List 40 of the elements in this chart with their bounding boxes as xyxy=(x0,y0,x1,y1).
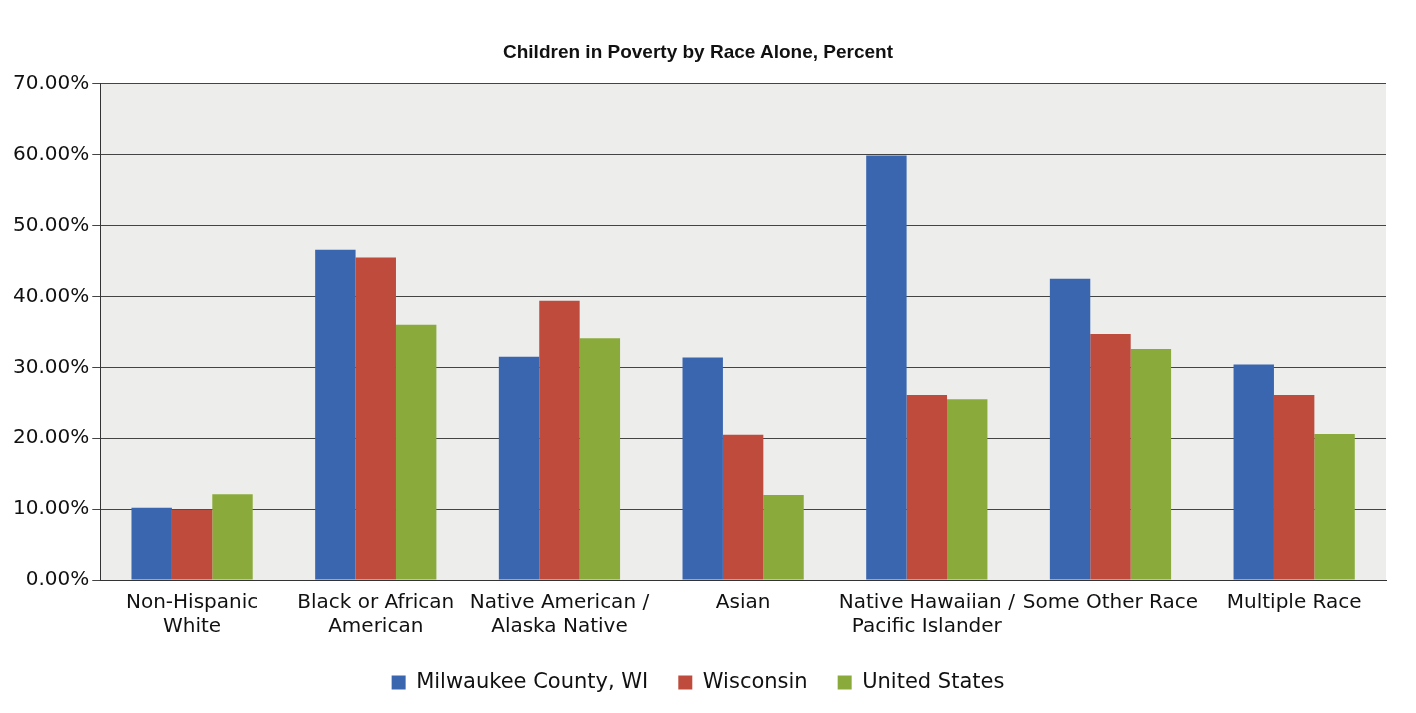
x-tick-label: Non-Hispanic White xyxy=(125,589,259,638)
bar xyxy=(763,494,804,580)
bar xyxy=(315,249,356,580)
bar xyxy=(579,338,621,580)
x-tick-label: Native American / Alaska Native xyxy=(469,589,650,638)
y-tick-label: 10.00% xyxy=(12,495,90,520)
bar xyxy=(498,356,540,580)
bar xyxy=(355,257,396,580)
y-tick-label: 20.00% xyxy=(12,424,90,449)
bar xyxy=(906,394,948,580)
bar xyxy=(866,155,907,580)
y-tick-label: 70.00% xyxy=(12,70,90,94)
bar xyxy=(1049,278,1091,580)
bar xyxy=(1090,334,1131,580)
bar xyxy=(171,509,213,580)
bar xyxy=(212,494,253,580)
bar xyxy=(947,399,988,580)
legend-label: Wisconsin xyxy=(702,668,808,693)
legend-label: United States xyxy=(862,668,1005,693)
chart-title: Children in Poverty by Race Alone, Percent xyxy=(503,40,894,62)
bar xyxy=(395,324,437,580)
y-tick-label: 30.00% xyxy=(12,353,90,378)
y-tick-label: 50.00% xyxy=(12,211,90,236)
bar xyxy=(1273,394,1315,580)
bar xyxy=(1233,364,1274,580)
bar xyxy=(539,300,580,580)
y-tick-label: 40.00% xyxy=(12,282,90,307)
x-tick-label: Black or African American xyxy=(297,589,455,638)
bar xyxy=(722,434,764,580)
bar xyxy=(131,507,172,580)
bar xyxy=(1314,433,1355,580)
bar xyxy=(1130,348,1172,580)
legend-label: Milwaukee County, WI xyxy=(416,668,649,693)
x-tick-label: Asian xyxy=(715,589,771,614)
y-tick-label: 60.00% xyxy=(12,140,90,165)
y-tick-label: 0.00% xyxy=(25,566,90,591)
bar xyxy=(682,357,723,580)
x-tick-label: Native Hawaiian / Pacific Islander xyxy=(838,589,1016,638)
x-tick-label: Multiple Race xyxy=(1226,589,1362,614)
x-tick-label: Some Other Race xyxy=(1022,589,1199,614)
